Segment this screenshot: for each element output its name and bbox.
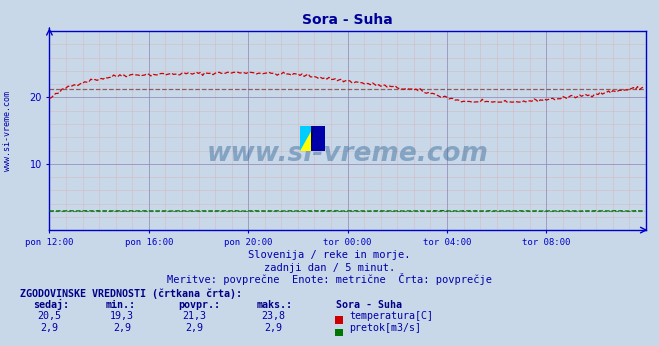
Text: 2,9: 2,9 [185,324,204,334]
Text: pretok[m3/s]: pretok[m3/s] [349,324,421,334]
Text: Slovenija / reke in morje.: Slovenija / reke in morje. [248,250,411,260]
Text: www.si-vreme.com: www.si-vreme.com [3,91,13,172]
Text: Sora - Suha: Sora - Suha [336,300,402,310]
Text: 2,9: 2,9 [40,324,59,334]
Text: temperatura[C]: temperatura[C] [349,311,433,321]
Text: 21,3: 21,3 [183,311,206,321]
Title: Sora - Suha: Sora - Suha [302,13,393,27]
Text: www.si-vreme.com: www.si-vreme.com [207,142,488,167]
Text: min.:: min.: [105,300,136,310]
Polygon shape [311,126,314,151]
Text: maks.:: maks.: [257,300,293,310]
Polygon shape [311,126,325,151]
Text: 2,9: 2,9 [113,324,131,334]
Text: ZGODOVINSKE VREDNOSTI (črtkana črta):: ZGODOVINSKE VREDNOSTI (črtkana črta): [20,288,242,299]
Text: sedaj:: sedaj: [33,299,69,310]
Text: 2,9: 2,9 [264,324,283,334]
Text: zadnji dan / 5 minut.: zadnji dan / 5 minut. [264,263,395,273]
Text: Meritve: povprečne  Enote: metrične  Črta: povprečje: Meritve: povprečne Enote: metrične Črta:… [167,273,492,285]
Text: 19,3: 19,3 [110,311,134,321]
Polygon shape [300,126,314,151]
Text: 23,8: 23,8 [262,311,285,321]
Text: povpr.:: povpr.: [178,300,220,310]
Text: 20,5: 20,5 [38,311,61,321]
